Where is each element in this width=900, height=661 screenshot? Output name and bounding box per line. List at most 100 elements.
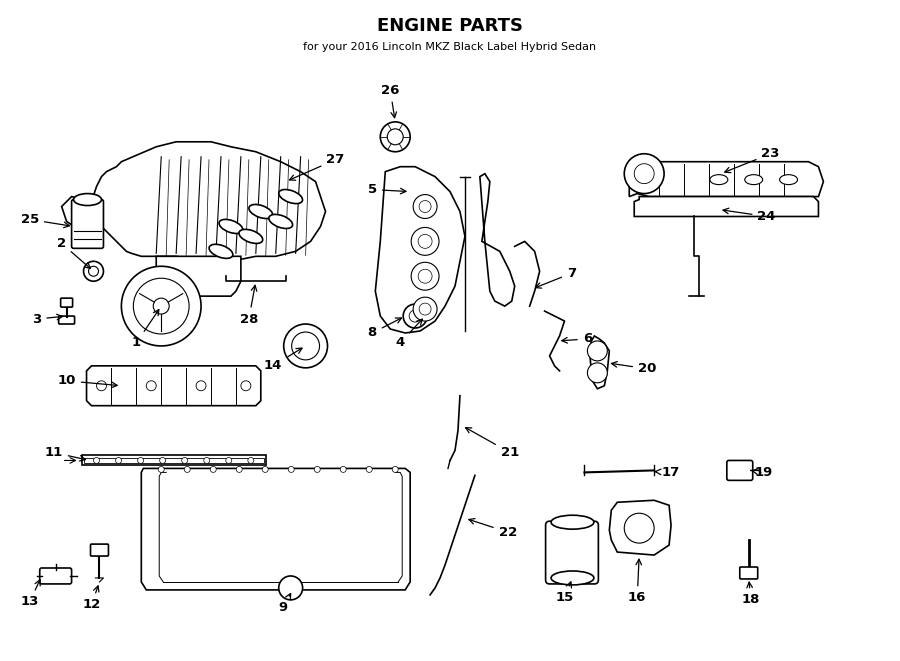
Text: 17: 17 — [655, 466, 680, 479]
Polygon shape — [157, 256, 241, 296]
Ellipse shape — [74, 194, 102, 206]
Polygon shape — [480, 174, 515, 306]
Circle shape — [340, 467, 346, 473]
Ellipse shape — [551, 571, 594, 585]
Text: ENGINE PARTS: ENGINE PARTS — [377, 17, 523, 35]
Text: 24: 24 — [723, 208, 776, 223]
Text: 26: 26 — [381, 83, 400, 118]
Text: 3: 3 — [32, 313, 62, 326]
Circle shape — [88, 266, 98, 276]
Text: 22: 22 — [469, 519, 517, 539]
Text: 10: 10 — [58, 374, 117, 387]
Circle shape — [147, 381, 157, 391]
Circle shape — [314, 467, 320, 473]
Circle shape — [588, 341, 608, 361]
FancyBboxPatch shape — [740, 567, 758, 579]
Ellipse shape — [710, 175, 728, 184]
Circle shape — [392, 467, 398, 473]
FancyBboxPatch shape — [40, 568, 72, 584]
Circle shape — [153, 298, 169, 314]
Circle shape — [403, 304, 427, 328]
Circle shape — [122, 266, 201, 346]
Polygon shape — [84, 459, 264, 463]
Circle shape — [625, 154, 664, 194]
FancyBboxPatch shape — [727, 461, 752, 481]
Circle shape — [262, 467, 268, 473]
Circle shape — [413, 297, 437, 321]
Circle shape — [410, 310, 421, 322]
Circle shape — [158, 467, 164, 473]
Text: 5: 5 — [368, 183, 406, 196]
Text: 16: 16 — [628, 559, 646, 604]
FancyBboxPatch shape — [545, 521, 598, 584]
Text: 23: 23 — [724, 147, 779, 173]
Circle shape — [138, 457, 144, 463]
Ellipse shape — [745, 175, 762, 184]
Circle shape — [411, 227, 439, 255]
FancyBboxPatch shape — [91, 544, 108, 556]
Polygon shape — [590, 336, 609, 389]
Circle shape — [241, 381, 251, 391]
Circle shape — [279, 576, 302, 600]
Circle shape — [284, 324, 328, 368]
Circle shape — [366, 467, 373, 473]
Text: 6: 6 — [562, 332, 592, 346]
Ellipse shape — [551, 515, 594, 529]
Ellipse shape — [279, 190, 302, 204]
Circle shape — [211, 467, 216, 473]
Text: 7: 7 — [536, 267, 576, 288]
Text: 12: 12 — [83, 586, 101, 611]
Circle shape — [411, 262, 439, 290]
Text: 20: 20 — [611, 362, 656, 375]
Circle shape — [625, 513, 654, 543]
Ellipse shape — [249, 204, 273, 219]
Circle shape — [413, 194, 437, 219]
Text: 19: 19 — [752, 466, 773, 479]
Text: 21: 21 — [465, 428, 519, 459]
Polygon shape — [375, 167, 465, 333]
Circle shape — [96, 381, 106, 391]
Circle shape — [236, 467, 242, 473]
Circle shape — [419, 303, 431, 315]
Circle shape — [588, 363, 608, 383]
Polygon shape — [609, 500, 671, 555]
Ellipse shape — [779, 175, 797, 184]
Polygon shape — [634, 196, 818, 217]
Circle shape — [115, 457, 122, 463]
FancyBboxPatch shape — [72, 200, 104, 249]
Circle shape — [288, 467, 294, 473]
Circle shape — [84, 261, 104, 281]
Circle shape — [133, 278, 189, 334]
Text: 25: 25 — [21, 213, 69, 227]
Circle shape — [226, 457, 232, 463]
Circle shape — [387, 129, 403, 145]
Circle shape — [634, 164, 654, 184]
Text: for your 2016 Lincoln MKZ Black Label Hybrid Sedan: for your 2016 Lincoln MKZ Black Label Hy… — [303, 42, 597, 52]
Polygon shape — [92, 142, 326, 261]
Text: 4: 4 — [396, 319, 422, 350]
Text: 2: 2 — [57, 237, 90, 268]
Ellipse shape — [219, 219, 243, 233]
Ellipse shape — [209, 245, 233, 258]
Ellipse shape — [239, 229, 263, 243]
Text: 8: 8 — [368, 318, 401, 340]
Circle shape — [292, 332, 320, 360]
Circle shape — [94, 457, 100, 463]
FancyBboxPatch shape — [60, 298, 73, 307]
Circle shape — [248, 457, 254, 463]
FancyBboxPatch shape — [58, 316, 75, 324]
Text: 14: 14 — [264, 348, 302, 372]
Circle shape — [418, 235, 432, 249]
Circle shape — [203, 457, 210, 463]
Polygon shape — [86, 366, 261, 406]
Polygon shape — [61, 196, 96, 231]
Ellipse shape — [269, 214, 292, 229]
Circle shape — [196, 381, 206, 391]
Circle shape — [418, 269, 432, 283]
Circle shape — [381, 122, 410, 152]
Text: 13: 13 — [21, 580, 40, 608]
Text: 28: 28 — [239, 286, 258, 326]
Polygon shape — [141, 469, 410, 590]
Circle shape — [184, 467, 190, 473]
Text: 9: 9 — [278, 594, 291, 614]
